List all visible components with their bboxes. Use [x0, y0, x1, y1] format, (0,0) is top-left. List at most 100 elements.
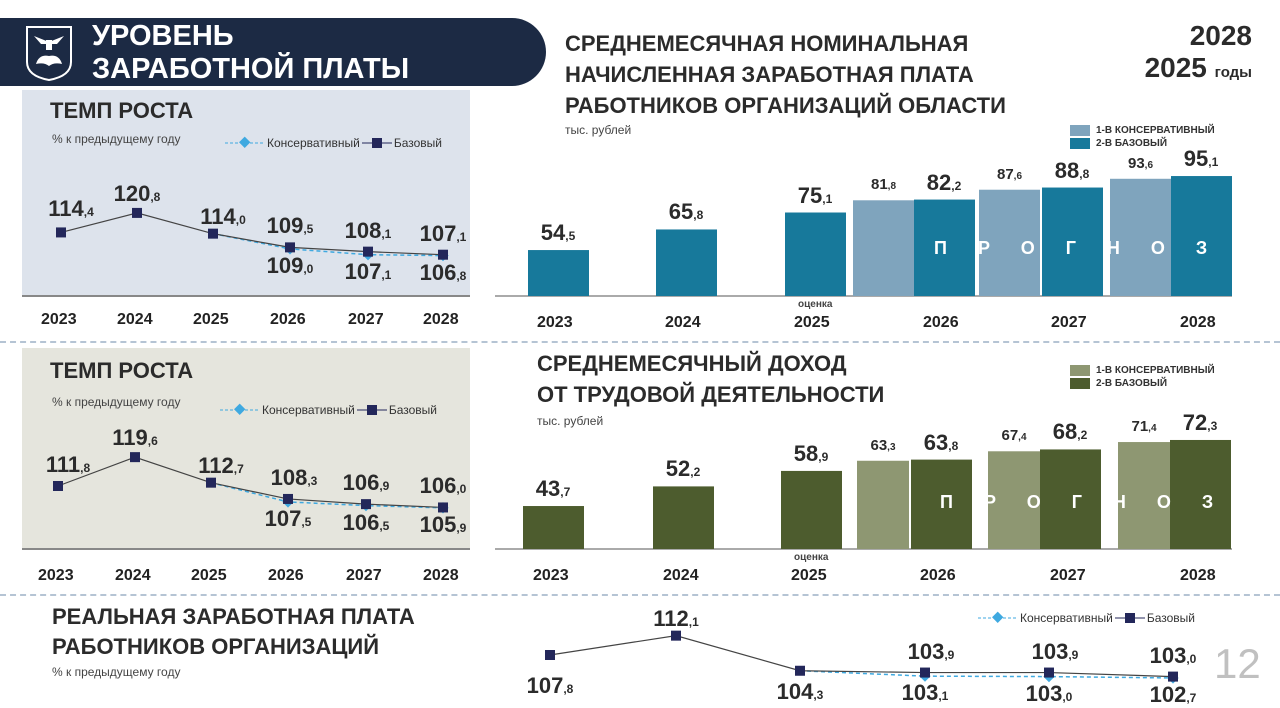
chart-title: ТЕМП РОСТА — [50, 358, 194, 383]
x-tick-label: 2023 — [533, 567, 569, 584]
conservative-series-line — [799, 670, 1174, 679]
base-value-label: 114,4 — [48, 196, 94, 222]
x-tick-label: 2023 — [537, 314, 573, 331]
legend-conservative-label: Консервативный — [267, 136, 360, 150]
conservative-value-label: 105,9 — [419, 511, 467, 537]
bar-value-label: 75,1 — [797, 182, 833, 208]
bar-base — [785, 212, 846, 296]
base-point — [53, 481, 63, 491]
bar-value-label: 82,2 — [926, 169, 962, 195]
y-axis-unit: тыс. рублей — [565, 123, 632, 137]
x-tick-label: 2028 — [1180, 314, 1216, 331]
chart-legend: Консервативный Базовый — [220, 403, 437, 417]
section-divider — [0, 341, 1280, 343]
base-series-line — [57, 456, 444, 509]
conservative-value-label: 102,7 — [1149, 681, 1197, 707]
base-value-label: 106,0 — [419, 473, 467, 499]
base-point — [285, 242, 295, 253]
base-point — [283, 493, 293, 504]
x-tick-label: 2027 — [346, 567, 382, 584]
base-point — [920, 667, 930, 678]
x-tick-label: 2024 — [115, 567, 151, 584]
base-series-line — [60, 212, 444, 256]
title-line-1: УРОВЕНЬ — [92, 20, 234, 52]
bar-base — [1040, 449, 1101, 549]
period-end: 2028 — [1189, 20, 1252, 51]
bar-conservative — [1118, 442, 1170, 549]
bar-value-label: 52,2 — [665, 456, 701, 482]
chart-title: СРЕДНЕМЕСЯЧНЫЙ ДОХОД ОТ ТРУДОВОЙ ДЕЯТЕЛЬН… — [537, 351, 885, 407]
x-tick-label: 2028 — [423, 567, 459, 584]
x-tick-label: 2024 — [117, 311, 153, 328]
base-point — [1044, 667, 1054, 678]
growth-panel-wage — [22, 90, 470, 297]
chart-subtitle: % к предыдущему году — [52, 665, 181, 679]
bar-value-label: 67,4 — [1001, 427, 1027, 445]
base-point — [438, 502, 448, 513]
base-value-label: 120,8 — [113, 180, 161, 206]
chart-title: СРЕДНЕМЕСЯЧНАЯ НОМИНАЛЬНАЯ НАЧИСЛЕННАЯ ЗА… — [565, 31, 1006, 118]
x-tick-label: 2025 — [794, 314, 830, 331]
bar-value-label: 63,3 — [870, 436, 896, 454]
base-point — [361, 499, 371, 510]
base-series-line — [549, 635, 1174, 678]
chart-legend: Консервативный Базовый — [225, 136, 442, 150]
page-number: 12 — [1214, 640, 1261, 687]
legend-conservative-label: Консервативный — [262, 403, 355, 417]
base-point — [132, 207, 142, 218]
conservative-value-label: 107,1 — [344, 258, 392, 284]
x-tick-label: 2024 — [663, 567, 699, 584]
header-banner — [0, 18, 546, 86]
chart-legend: Консервативный Базовый — [978, 611, 1195, 625]
legend-base: 2-В БАЗОВЫЙ — [1070, 137, 1215, 150]
growth-panel-income — [22, 348, 470, 550]
base-value-label: 112,1 — [653, 605, 699, 631]
bar-conservative — [979, 189, 1040, 296]
conservative-value-label: 107,5 — [264, 505, 312, 531]
bar-base — [523, 506, 584, 549]
bar-base — [781, 470, 842, 549]
bar-value-label: 88,8 — [1054, 157, 1090, 183]
base-point — [363, 246, 373, 257]
legend-base-label: Базовый — [388, 403, 437, 417]
base-point — [206, 477, 216, 488]
bar-value-label: 43,7 — [535, 476, 571, 502]
bar-value-label: 95,1 — [1183, 146, 1219, 172]
x-tick-label: 2026 — [920, 567, 956, 584]
bar-base — [656, 229, 717, 296]
base-point — [795, 665, 805, 676]
base-point — [671, 630, 681, 641]
bar-value-label: 65,8 — [668, 199, 704, 225]
bar-base — [1171, 176, 1232, 296]
base-value-label: 108,3 — [270, 464, 318, 490]
base-value-label: 104,3 — [776, 678, 824, 704]
base-value-label: 114,0 — [200, 203, 246, 229]
base-point — [56, 227, 66, 238]
bar-base — [1042, 187, 1103, 296]
base-value-label: 103,0 — [1149, 642, 1197, 668]
bar-value-label: 71,4 — [1131, 418, 1157, 436]
base-value-label: 108,1 — [344, 217, 392, 243]
x-tick-label: 2027 — [1050, 567, 1086, 584]
legend-base-label: Базовый — [393, 136, 442, 150]
x-tick-label: 2027 — [348, 311, 384, 328]
bar-value-label: 68,2 — [1052, 419, 1088, 445]
chart-title: ТЕМП РОСТА — [50, 98, 194, 123]
chart-subtitle: % к предыдущему году — [52, 395, 181, 409]
base-point — [1168, 671, 1178, 682]
conservative-series-line — [212, 232, 444, 257]
conservative-value-label: 103,0 — [1025, 680, 1073, 706]
base-value-label: 109,5 — [266, 213, 314, 239]
bar-base — [914, 199, 975, 296]
period-start: 2025 — [1144, 52, 1207, 83]
conservative-value-label: 106,5 — [342, 509, 390, 535]
legend-conservative-label: Консервативный — [1020, 611, 1113, 625]
bar-value-label: 87,6 — [996, 165, 1023, 183]
x-tick-label: 2028 — [1180, 567, 1216, 584]
section-divider — [0, 594, 1280, 596]
legend-base: 2-В БАЗОВЫЙ — [1070, 377, 1215, 390]
base-value-label: 103,9 — [907, 638, 955, 664]
base-point — [208, 228, 218, 239]
bar-legend: 1-В КОНСЕРВАТИВНЫЙ 2-В БАЗОВЫЙ — [1070, 364, 1215, 390]
x-tick-label: 2027 — [1051, 314, 1087, 331]
